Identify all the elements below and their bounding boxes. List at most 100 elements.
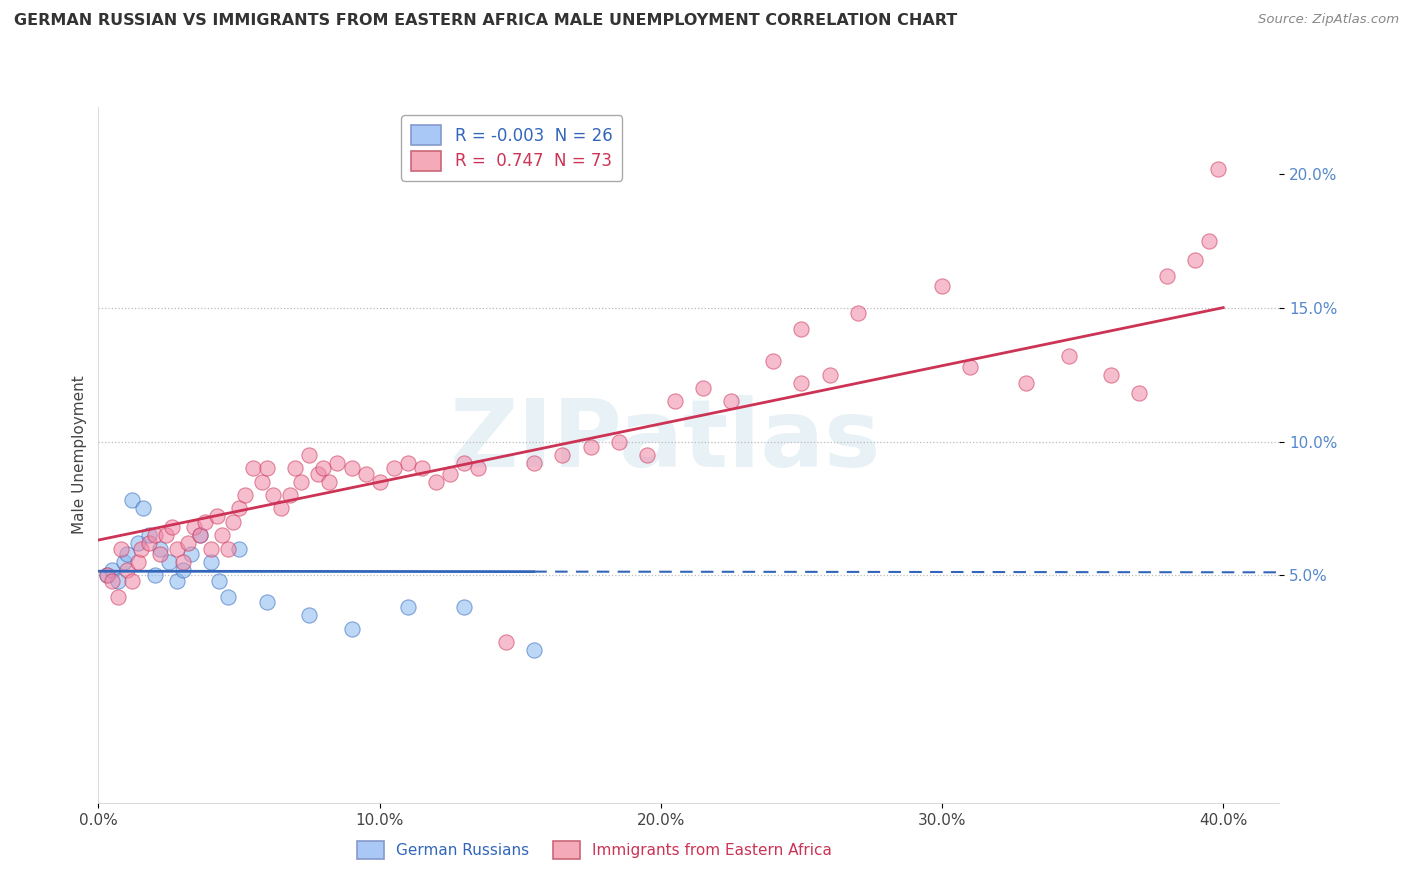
- Point: [121, 574, 143, 588]
- Point: [180, 547, 202, 561]
- Point: [250, 475, 273, 489]
- Point: [96, 568, 118, 582]
- Y-axis label: Male Unemployment: Male Unemployment: [72, 376, 87, 534]
- Point: [166, 541, 188, 556]
- Point: [256, 595, 278, 609]
- Point: [172, 563, 194, 577]
- Text: GERMAN RUSSIAN VS IMMIGRANTS FROM EASTERN AFRICA MALE UNEMPLOYMENT CORRELATION C: GERMAN RUSSIAN VS IMMIGRANTS FROM EASTER…: [14, 13, 957, 29]
- Point: [307, 467, 329, 481]
- Point: [354, 467, 377, 481]
- Point: [636, 448, 658, 462]
- Point: [129, 541, 152, 556]
- Point: [127, 536, 149, 550]
- Point: [101, 563, 124, 577]
- Point: [467, 461, 489, 475]
- Point: [1015, 376, 1038, 390]
- Point: [551, 448, 574, 462]
- Point: [278, 488, 301, 502]
- Point: [1156, 268, 1178, 283]
- Point: [439, 467, 461, 481]
- Point: [382, 461, 405, 475]
- Point: [1128, 386, 1150, 401]
- Point: [326, 456, 349, 470]
- Point: [233, 488, 256, 502]
- Text: ZIPatlas: ZIPatlas: [450, 395, 882, 487]
- Point: [132, 501, 155, 516]
- Point: [762, 354, 785, 368]
- Point: [107, 574, 129, 588]
- Point: [664, 394, 686, 409]
- Point: [790, 376, 813, 390]
- Point: [262, 488, 284, 502]
- Point: [256, 461, 278, 475]
- Point: [138, 528, 160, 542]
- Point: [453, 600, 475, 615]
- Point: [143, 568, 166, 582]
- Point: [396, 456, 419, 470]
- Point: [107, 590, 129, 604]
- Point: [208, 574, 231, 588]
- Point: [523, 643, 546, 657]
- Point: [194, 515, 217, 529]
- Point: [188, 528, 211, 542]
- Point: [340, 622, 363, 636]
- Point: [1206, 161, 1229, 176]
- Point: [790, 322, 813, 336]
- Point: [1198, 234, 1220, 248]
- Point: [149, 541, 172, 556]
- Point: [340, 461, 363, 475]
- Point: [290, 475, 312, 489]
- Point: [284, 461, 307, 475]
- Point: [523, 456, 546, 470]
- Point: [720, 394, 742, 409]
- Point: [200, 555, 222, 569]
- Point: [110, 541, 132, 556]
- Point: [846, 306, 869, 320]
- Point: [1057, 349, 1080, 363]
- Point: [312, 461, 335, 475]
- Point: [453, 456, 475, 470]
- Point: [228, 541, 250, 556]
- Point: [177, 536, 200, 550]
- Point: [211, 528, 233, 542]
- Point: [959, 359, 981, 374]
- Point: [166, 574, 188, 588]
- Text: Source: ZipAtlas.com: Source: ZipAtlas.com: [1258, 13, 1399, 27]
- Point: [579, 440, 602, 454]
- Point: [143, 528, 166, 542]
- Point: [138, 536, 160, 550]
- Point: [217, 541, 239, 556]
- Point: [183, 520, 205, 534]
- Point: [172, 555, 194, 569]
- Point: [607, 434, 630, 449]
- Point: [157, 555, 180, 569]
- Point: [121, 493, 143, 508]
- Point: [425, 475, 447, 489]
- Point: [115, 547, 138, 561]
- Point: [495, 635, 517, 649]
- Point: [931, 279, 953, 293]
- Point: [112, 555, 135, 569]
- Point: [368, 475, 391, 489]
- Point: [228, 501, 250, 516]
- Point: [242, 461, 264, 475]
- Point: [149, 547, 172, 561]
- Point: [1099, 368, 1122, 382]
- Point: [188, 528, 211, 542]
- Point: [318, 475, 340, 489]
- Point: [298, 608, 321, 623]
- Point: [222, 515, 245, 529]
- Point: [115, 563, 138, 577]
- Legend: German Russians, Immigrants from Eastern Africa: German Russians, Immigrants from Eastern…: [350, 835, 838, 864]
- Point: [1184, 252, 1206, 267]
- Point: [160, 520, 183, 534]
- Point: [200, 541, 222, 556]
- Point: [396, 600, 419, 615]
- Point: [298, 448, 321, 462]
- Point: [411, 461, 433, 475]
- Point: [217, 590, 239, 604]
- Point: [818, 368, 841, 382]
- Point: [205, 509, 228, 524]
- Point: [692, 381, 714, 395]
- Point: [101, 574, 124, 588]
